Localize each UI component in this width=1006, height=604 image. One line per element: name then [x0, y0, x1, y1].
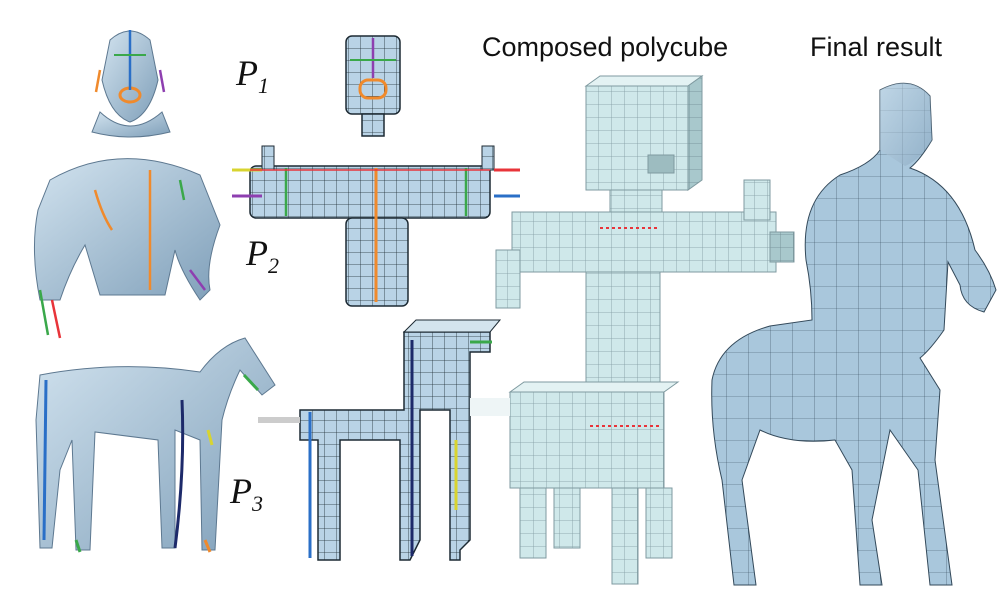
head-mesh-icon: [91, 30, 171, 138]
horse-polycube-icon: [258, 319, 502, 561]
torso-mesh-icon: [33, 158, 221, 339]
label-p2-sub: 2: [268, 253, 279, 279]
horse-mesh-icon: [35, 337, 276, 553]
label-p3: P3: [230, 470, 263, 517]
label-p1: P1: [236, 52, 269, 99]
label-p3-sub: 3: [252, 491, 263, 517]
head-polycube-icon: [345, 35, 401, 137]
composed-polycube-icon: [470, 75, 795, 585]
torso-polycube-icon: [232, 145, 520, 307]
centaur-result-icon: [711, 82, 997, 586]
heading-composed-polycube: Composed polycube: [482, 32, 729, 62]
heading-final-result: Final result: [810, 32, 943, 62]
label-p2-letter: P: [246, 233, 268, 273]
label-p1-letter: P: [236, 53, 258, 93]
label-p1-sub: 1: [258, 73, 269, 99]
label-p3-letter: P: [230, 471, 252, 511]
label-p2: P2: [246, 232, 279, 279]
